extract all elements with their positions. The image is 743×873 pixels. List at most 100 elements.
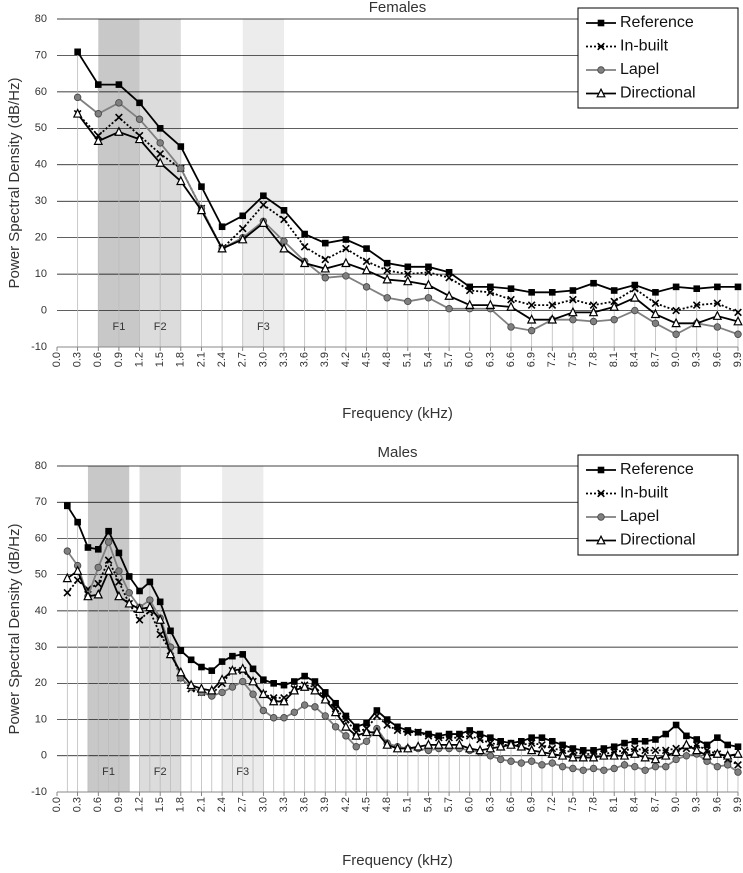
marker xyxy=(177,647,185,655)
marker xyxy=(702,750,712,760)
legend-marker xyxy=(596,534,606,545)
marker xyxy=(527,739,536,747)
x-tick-label: 9.0 xyxy=(670,352,682,367)
marker xyxy=(734,283,742,291)
x-tick-label: 1.5 xyxy=(154,797,166,812)
x-tick-label: 8.7 xyxy=(649,352,661,367)
marker xyxy=(84,544,92,551)
marker xyxy=(155,614,165,624)
legend-label: Directional xyxy=(620,532,696,549)
marker xyxy=(599,750,609,760)
marker xyxy=(456,730,463,738)
x-tick-label: 4.5 xyxy=(360,797,372,812)
marker xyxy=(156,630,165,639)
marker xyxy=(548,759,556,767)
marker xyxy=(588,306,599,317)
marker xyxy=(425,263,432,271)
marker xyxy=(734,330,742,338)
x-tick-label: 3.9 xyxy=(319,797,331,812)
x-tick-label: 0.3 xyxy=(72,352,84,367)
marker xyxy=(218,688,226,697)
marker xyxy=(341,257,351,268)
marker xyxy=(434,739,444,749)
marker xyxy=(621,739,628,747)
marker xyxy=(74,48,81,56)
marker xyxy=(342,236,350,243)
marker xyxy=(610,315,618,324)
marker xyxy=(229,652,236,660)
marker xyxy=(383,259,391,267)
legend-label: Lapel xyxy=(620,508,659,525)
marker xyxy=(464,742,475,753)
x-tick-label: 5.4 xyxy=(422,352,434,367)
marker xyxy=(258,688,269,699)
x-tick-label: 0.6 xyxy=(92,352,104,367)
x-tick-label: 6.3 xyxy=(484,797,496,812)
marker xyxy=(589,764,598,773)
marker xyxy=(258,217,269,227)
x-tick-label: 6.9 xyxy=(526,352,538,367)
x-tick-label: 3.0 xyxy=(257,352,269,367)
marker xyxy=(713,762,722,771)
x-tick-label: 2.4 xyxy=(216,797,228,812)
x-tick-label: 2.1 xyxy=(195,797,207,812)
marker xyxy=(724,741,731,749)
marker xyxy=(165,648,176,659)
marker xyxy=(403,270,412,278)
marker xyxy=(652,289,659,296)
marker xyxy=(218,658,226,665)
marker xyxy=(733,748,743,758)
marker xyxy=(538,734,546,741)
marker xyxy=(600,745,608,752)
marker xyxy=(681,739,692,749)
marker xyxy=(476,730,484,738)
marker xyxy=(320,693,331,704)
marker xyxy=(703,741,711,749)
marker xyxy=(569,764,577,773)
marker xyxy=(115,567,123,575)
marker xyxy=(94,110,102,118)
marker xyxy=(445,305,453,313)
marker xyxy=(609,750,619,760)
marker xyxy=(104,556,113,565)
marker xyxy=(382,273,392,284)
marker xyxy=(507,285,515,292)
marker xyxy=(414,728,423,737)
legend-label: Lapel xyxy=(620,61,659,78)
marker xyxy=(394,723,401,731)
marker xyxy=(177,164,185,173)
marker xyxy=(610,743,618,751)
marker xyxy=(134,603,145,613)
marker xyxy=(475,744,485,755)
marker xyxy=(652,736,659,743)
marker xyxy=(280,714,288,722)
marker xyxy=(332,699,339,707)
marker xyxy=(94,563,102,572)
x-tick-label: 9.6 xyxy=(711,352,723,367)
y-tick-label: 40 xyxy=(35,159,47,171)
y-tick-label: -10 xyxy=(31,341,47,353)
marker xyxy=(93,588,104,599)
marker xyxy=(650,308,661,319)
y-tick-label: 30 xyxy=(35,195,47,207)
marker xyxy=(362,737,371,745)
marker xyxy=(672,721,680,729)
x-tick-label: 4.8 xyxy=(381,352,393,367)
marker xyxy=(589,317,598,326)
marker xyxy=(445,273,453,282)
x-tick-label: 1.5 xyxy=(154,352,166,367)
marker xyxy=(342,272,350,280)
y-tick-label: 60 xyxy=(35,532,47,544)
marker xyxy=(217,674,227,684)
marker xyxy=(610,287,618,294)
marker xyxy=(218,223,226,231)
x-tick-label: 4.2 xyxy=(340,797,352,812)
marker xyxy=(237,663,248,673)
marker xyxy=(383,266,392,275)
marker xyxy=(280,215,288,224)
legend-marker xyxy=(597,42,605,51)
marker xyxy=(517,759,526,767)
marker xyxy=(424,294,433,302)
marker xyxy=(630,292,640,302)
marker xyxy=(579,766,587,774)
